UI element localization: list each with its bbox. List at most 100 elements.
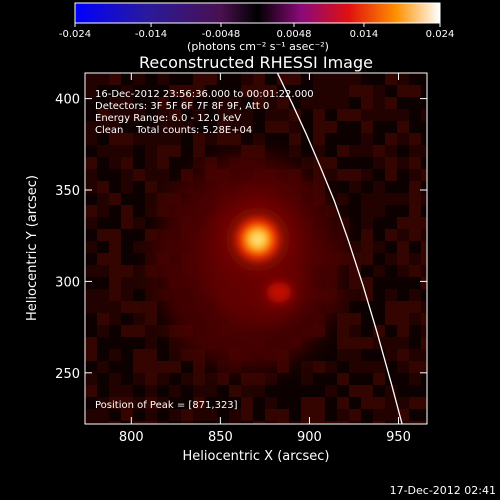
- noise-cell: [325, 145, 337, 157]
- noise-cell: [385, 169, 397, 181]
- noise-cell: [85, 421, 97, 424]
- noise-cell: [349, 181, 361, 193]
- noise-cell: [253, 397, 265, 409]
- noise-cell: [361, 145, 373, 157]
- noise-cell: [109, 289, 121, 301]
- noise-cell: [157, 109, 169, 121]
- noise-cell: [97, 133, 109, 145]
- noise-cell: [97, 181, 109, 193]
- noise-cell: [337, 421, 349, 424]
- noise-cell: [97, 229, 109, 241]
- noise-cell: [337, 169, 349, 181]
- noise-cell: [205, 397, 217, 409]
- noise-cell: [157, 181, 169, 193]
- noise-cell: [373, 397, 385, 409]
- noise-cell: [313, 145, 325, 157]
- noise-cell: [349, 133, 361, 145]
- colorbar-gradient: [74, 2, 441, 24]
- noise-cell: [337, 85, 349, 97]
- noise-cell: [289, 397, 301, 409]
- noise-cell: [301, 385, 313, 397]
- noise-cell: [265, 409, 277, 421]
- noise-cell: [133, 373, 145, 385]
- noise-cell: [145, 301, 157, 313]
- noise-cell: [301, 421, 313, 424]
- noise-cell: [409, 205, 421, 217]
- noise-cell: [373, 385, 385, 397]
- noise-cell: [145, 397, 157, 409]
- noise-cell: [133, 277, 145, 289]
- noise-cell: [85, 229, 97, 241]
- noise-cell: [337, 385, 349, 397]
- plot-area: [85, 73, 427, 424]
- noise-cell: [157, 193, 169, 205]
- noise-cell: [289, 121, 301, 133]
- noise-cell: [325, 373, 337, 385]
- noise-cell: [349, 85, 361, 97]
- annotation-time: 16-Dec-2012 23:56:36.000 to 00:01:22.000: [95, 89, 314, 100]
- noise-cell: [121, 289, 133, 301]
- noise-cell: [361, 121, 373, 133]
- noise-cell: [409, 301, 421, 313]
- noise-cell: [193, 133, 205, 145]
- noise-cell: [121, 193, 133, 205]
- noise-cell: [133, 169, 145, 181]
- y-tick-label: 300: [55, 275, 80, 290]
- noise-cell: [121, 397, 133, 409]
- noise-cell: [361, 157, 373, 169]
- noise-cell: [145, 385, 157, 397]
- noise-cell: [133, 337, 145, 349]
- noise-cell: [325, 157, 337, 169]
- noise-cell: [157, 349, 169, 361]
- noise-cell: [241, 73, 253, 85]
- noise-cell: [409, 253, 421, 265]
- noise-cell: [229, 133, 241, 145]
- noise-cell: [97, 373, 109, 385]
- noise-cell: [253, 409, 265, 421]
- noise-cell: [85, 277, 97, 289]
- noise-cell: [97, 241, 109, 253]
- noise-cell: [409, 421, 421, 424]
- noise-cell: [217, 109, 229, 121]
- noise-cell: [97, 85, 109, 97]
- noise-cell: [229, 109, 241, 121]
- noise-cell: [337, 217, 349, 229]
- noise-cell: [121, 385, 133, 397]
- noise-cell: [169, 181, 181, 193]
- noise-cell: [325, 85, 337, 97]
- noise-cell: [205, 421, 217, 424]
- noise-cell: [361, 109, 373, 121]
- noise-cell: [421, 229, 427, 241]
- noise-cell: [301, 73, 313, 85]
- noise-cell: [145, 325, 157, 337]
- noise-cell: [361, 289, 373, 301]
- noise-cell: [361, 169, 373, 181]
- noise-cell: [397, 109, 409, 121]
- noise-cell: [253, 109, 265, 121]
- noise-cell: [313, 85, 325, 97]
- noise-cell: [337, 73, 349, 85]
- annotation-energy: Energy Range: 6.0 - 12.0 keV: [95, 113, 241, 124]
- noise-cell: [229, 73, 241, 85]
- noise-cell: [121, 301, 133, 313]
- noise-cell: [337, 181, 349, 193]
- noise-cell: [181, 385, 193, 397]
- noise-cell: [133, 301, 145, 313]
- noise-cell: [361, 97, 373, 109]
- noise-cell: [241, 409, 253, 421]
- noise-cell: [337, 97, 349, 109]
- noise-cell: [361, 193, 373, 205]
- noise-cell: [241, 385, 253, 397]
- y-tick-label: 250: [55, 367, 80, 382]
- noise-cell: [409, 397, 421, 409]
- noise-cell: [217, 385, 229, 397]
- noise-cell: [277, 421, 289, 424]
- noise-cell: [229, 373, 241, 385]
- noise-cell: [193, 157, 205, 169]
- noise-cell: [349, 205, 361, 217]
- y-axis: 250 300 350 400: [55, 93, 427, 382]
- noise-cell: [121, 181, 133, 193]
- colorbar-tick-label: 0.024: [426, 29, 455, 40]
- noise-cell: [109, 169, 121, 181]
- noise-cell: [121, 217, 133, 229]
